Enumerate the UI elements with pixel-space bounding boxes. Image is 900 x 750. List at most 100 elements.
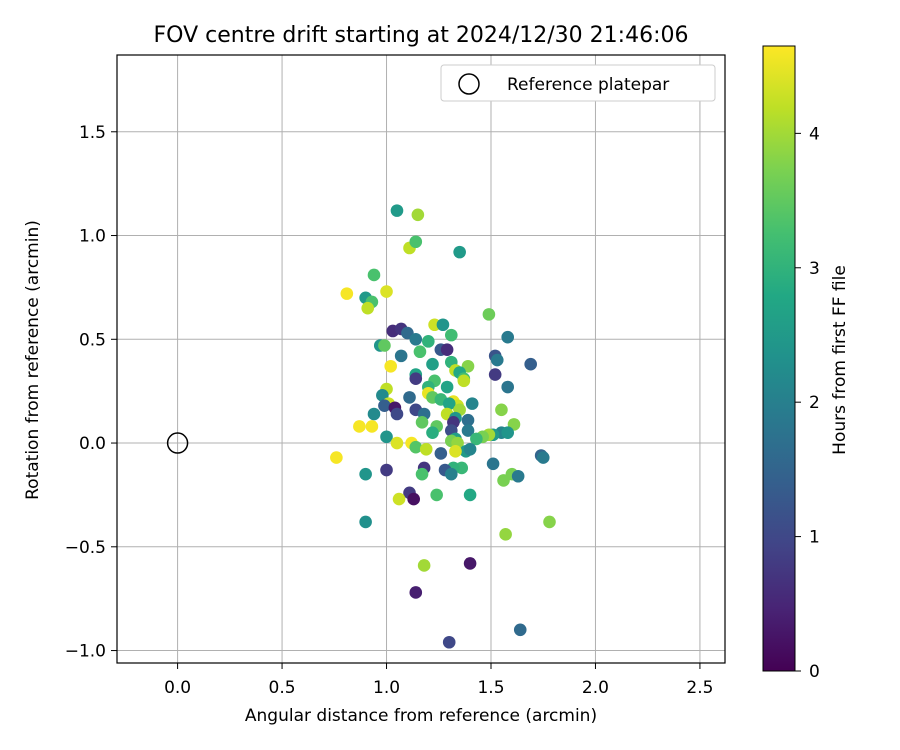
chart-title: FOV centre drift starting at 2024/12/30 … [154,23,689,48]
data-point [444,328,458,342]
colorbar-ticks: 0 1 2 3 4 [795,124,820,682]
x-axis-ticks: 0.0 0.5 1.0 1.5 2.0 2.5 [164,663,713,698]
data-point [359,467,372,481]
colorbar-tick-label: 3 [809,259,820,279]
data-point [409,372,423,386]
x-tick-label: 0.5 [269,678,296,698]
data-point [501,426,515,439]
data-point [365,420,379,433]
data-point [409,440,423,454]
data-point [353,420,366,433]
data-point [430,488,443,502]
colorbar-tick-label: 1 [809,528,820,548]
x-axis-label: Angular distance from reference (arcmin) [245,706,597,726]
data-points [330,204,556,649]
data-point [453,245,466,259]
colorbar-label: Hours from first FF file [830,265,850,455]
data-point [490,353,504,367]
data-point [390,204,404,217]
data-point [409,235,423,249]
data-point [501,330,515,344]
data-point [442,397,456,410]
y-tick-label: −1.0 [65,642,106,662]
data-point [361,301,375,315]
data-point [367,407,381,421]
x-tick-label: 0.0 [164,678,191,698]
data-point [488,368,502,381]
data-point [501,380,515,394]
y-tick-label: −0.5 [65,538,106,558]
data-point [415,467,429,481]
data-point [436,318,450,332]
data-point [409,332,423,346]
data-point [409,586,423,599]
data-point [415,415,429,429]
data-point [440,343,454,356]
data-point [378,399,391,412]
y-tick-label: 0.5 [79,330,106,350]
data-point [543,515,556,529]
grid-lines [117,55,725,663]
data-point [442,635,456,649]
data-point [413,345,427,359]
data-point [486,457,500,471]
data-point [394,349,408,363]
data-point [463,488,477,502]
data-point [444,467,458,481]
data-point [497,474,510,487]
data-point [403,391,416,404]
colorbar [762,45,796,672]
data-point [417,559,431,572]
x-tick-label: 2.0 [582,678,609,698]
data-point [524,357,537,371]
legend-marker-icon [458,73,480,95]
data-point [419,442,433,456]
y-tick-label: 0.0 [79,434,106,454]
data-point [411,208,425,222]
data-point [380,285,393,298]
data-point [465,397,479,410]
y-axis-label: Rotation from reference (arcmin) [23,220,43,500]
colorbar-tick-label: 0 [809,662,820,682]
data-point [359,515,372,529]
data-point [461,413,475,427]
colorbar-tick-label: 2 [809,393,820,413]
data-point [380,463,393,477]
x-tick-label: 1.0 [373,678,400,698]
data-point [499,528,512,541]
data-point [434,447,448,460]
data-point [440,380,454,394]
y-axis-ticks: −1.0 −0.5 0.0 0.5 1.0 1.5 [65,123,117,662]
data-point [330,451,343,464]
data-point [378,339,391,352]
data-point [513,623,527,637]
data-point [470,432,483,446]
x-tick-label: 2.5 [686,678,713,698]
plot-frame [116,54,726,664]
data-point [426,426,439,439]
data-point [380,430,393,444]
colorbar-tick-label: 4 [809,124,820,144]
data-point [463,557,477,570]
data-point [461,424,475,437]
data-point [384,359,398,373]
data-point [495,403,508,417]
data-point [392,492,406,506]
data-point [482,308,496,321]
reference-platepar-marker [166,432,189,454]
data-point [367,268,381,282]
data-point [426,357,439,371]
data-point [463,442,477,456]
data-point [390,436,404,450]
legend: Reference platepar [440,64,716,102]
legend-entry-reference: Reference platepar [507,75,669,95]
data-point [390,407,404,421]
data-point [340,287,354,300]
data-point [449,445,462,458]
data-point [536,451,550,464]
x-tick-label: 1.5 [477,678,504,698]
y-tick-label: 1.0 [79,227,106,247]
data-point [422,335,435,348]
y-tick-label: 1.5 [79,123,106,143]
